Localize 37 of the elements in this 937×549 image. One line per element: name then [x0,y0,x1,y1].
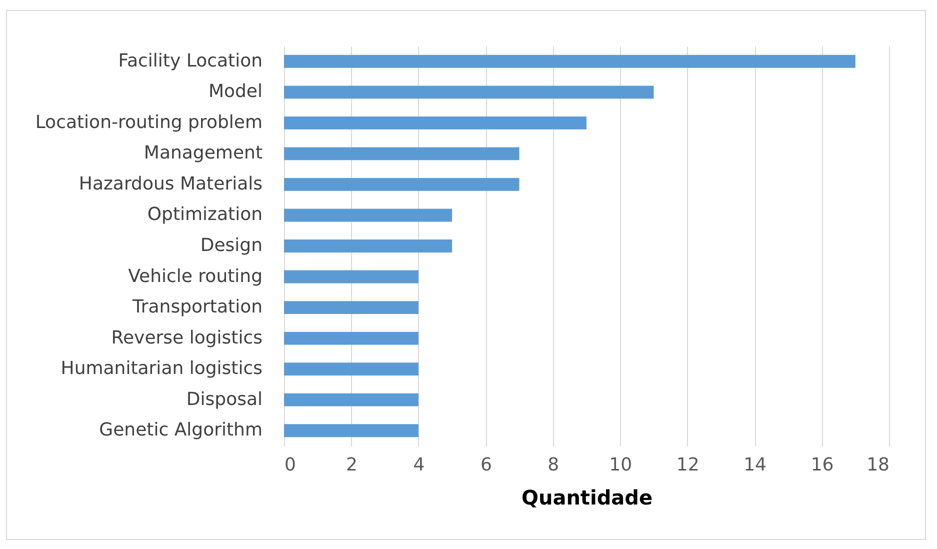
bar [284,54,856,68]
y-tick-label: Reverse logistics [111,327,262,348]
x-tick-label: 2 [346,454,358,476]
y-tick-label: Management [144,142,262,164]
y-tick-label: Humanitarian logistics [60,358,262,380]
x-tick-label: 16 [810,454,834,476]
bar [284,332,418,345]
bar [284,240,452,252]
bar [284,301,418,314]
y-tick-label: Model [208,81,262,102]
y-tick-label: Transportation [132,296,262,318]
bar [284,424,418,438]
y-tick-label: Hazardous Materials [78,173,262,194]
x-tick-label: 4 [413,454,425,476]
bar [284,270,418,284]
x-tick-label: 6 [480,454,492,476]
y-tick-label: Optimization [147,204,262,226]
bar [284,178,520,191]
bar [284,116,586,130]
y-tick-label: Disposal [186,388,262,410]
x-tick-label: 0 [284,454,296,476]
y-tick-label: Location-routing problem [35,112,262,133]
y-tick-label: Vehicle routing [128,266,262,287]
x-tick-label: 18 [866,454,890,476]
x-tick-label: 12 [676,454,700,476]
bar [284,208,452,222]
y-tick-label: Design [200,235,262,256]
x-axis-title: Quantidade [521,486,653,510]
x-tick-label: 14 [744,454,767,476]
bar [284,147,520,160]
x-tick-label: 10 [609,454,632,476]
y-tick-label: Facility Location [118,50,262,72]
bar [284,393,418,406]
bar [284,362,418,376]
x-tick-label: 8 [548,454,560,476]
bar [284,86,654,99]
y-tick-label: Genetic Algorithm [99,420,262,441]
